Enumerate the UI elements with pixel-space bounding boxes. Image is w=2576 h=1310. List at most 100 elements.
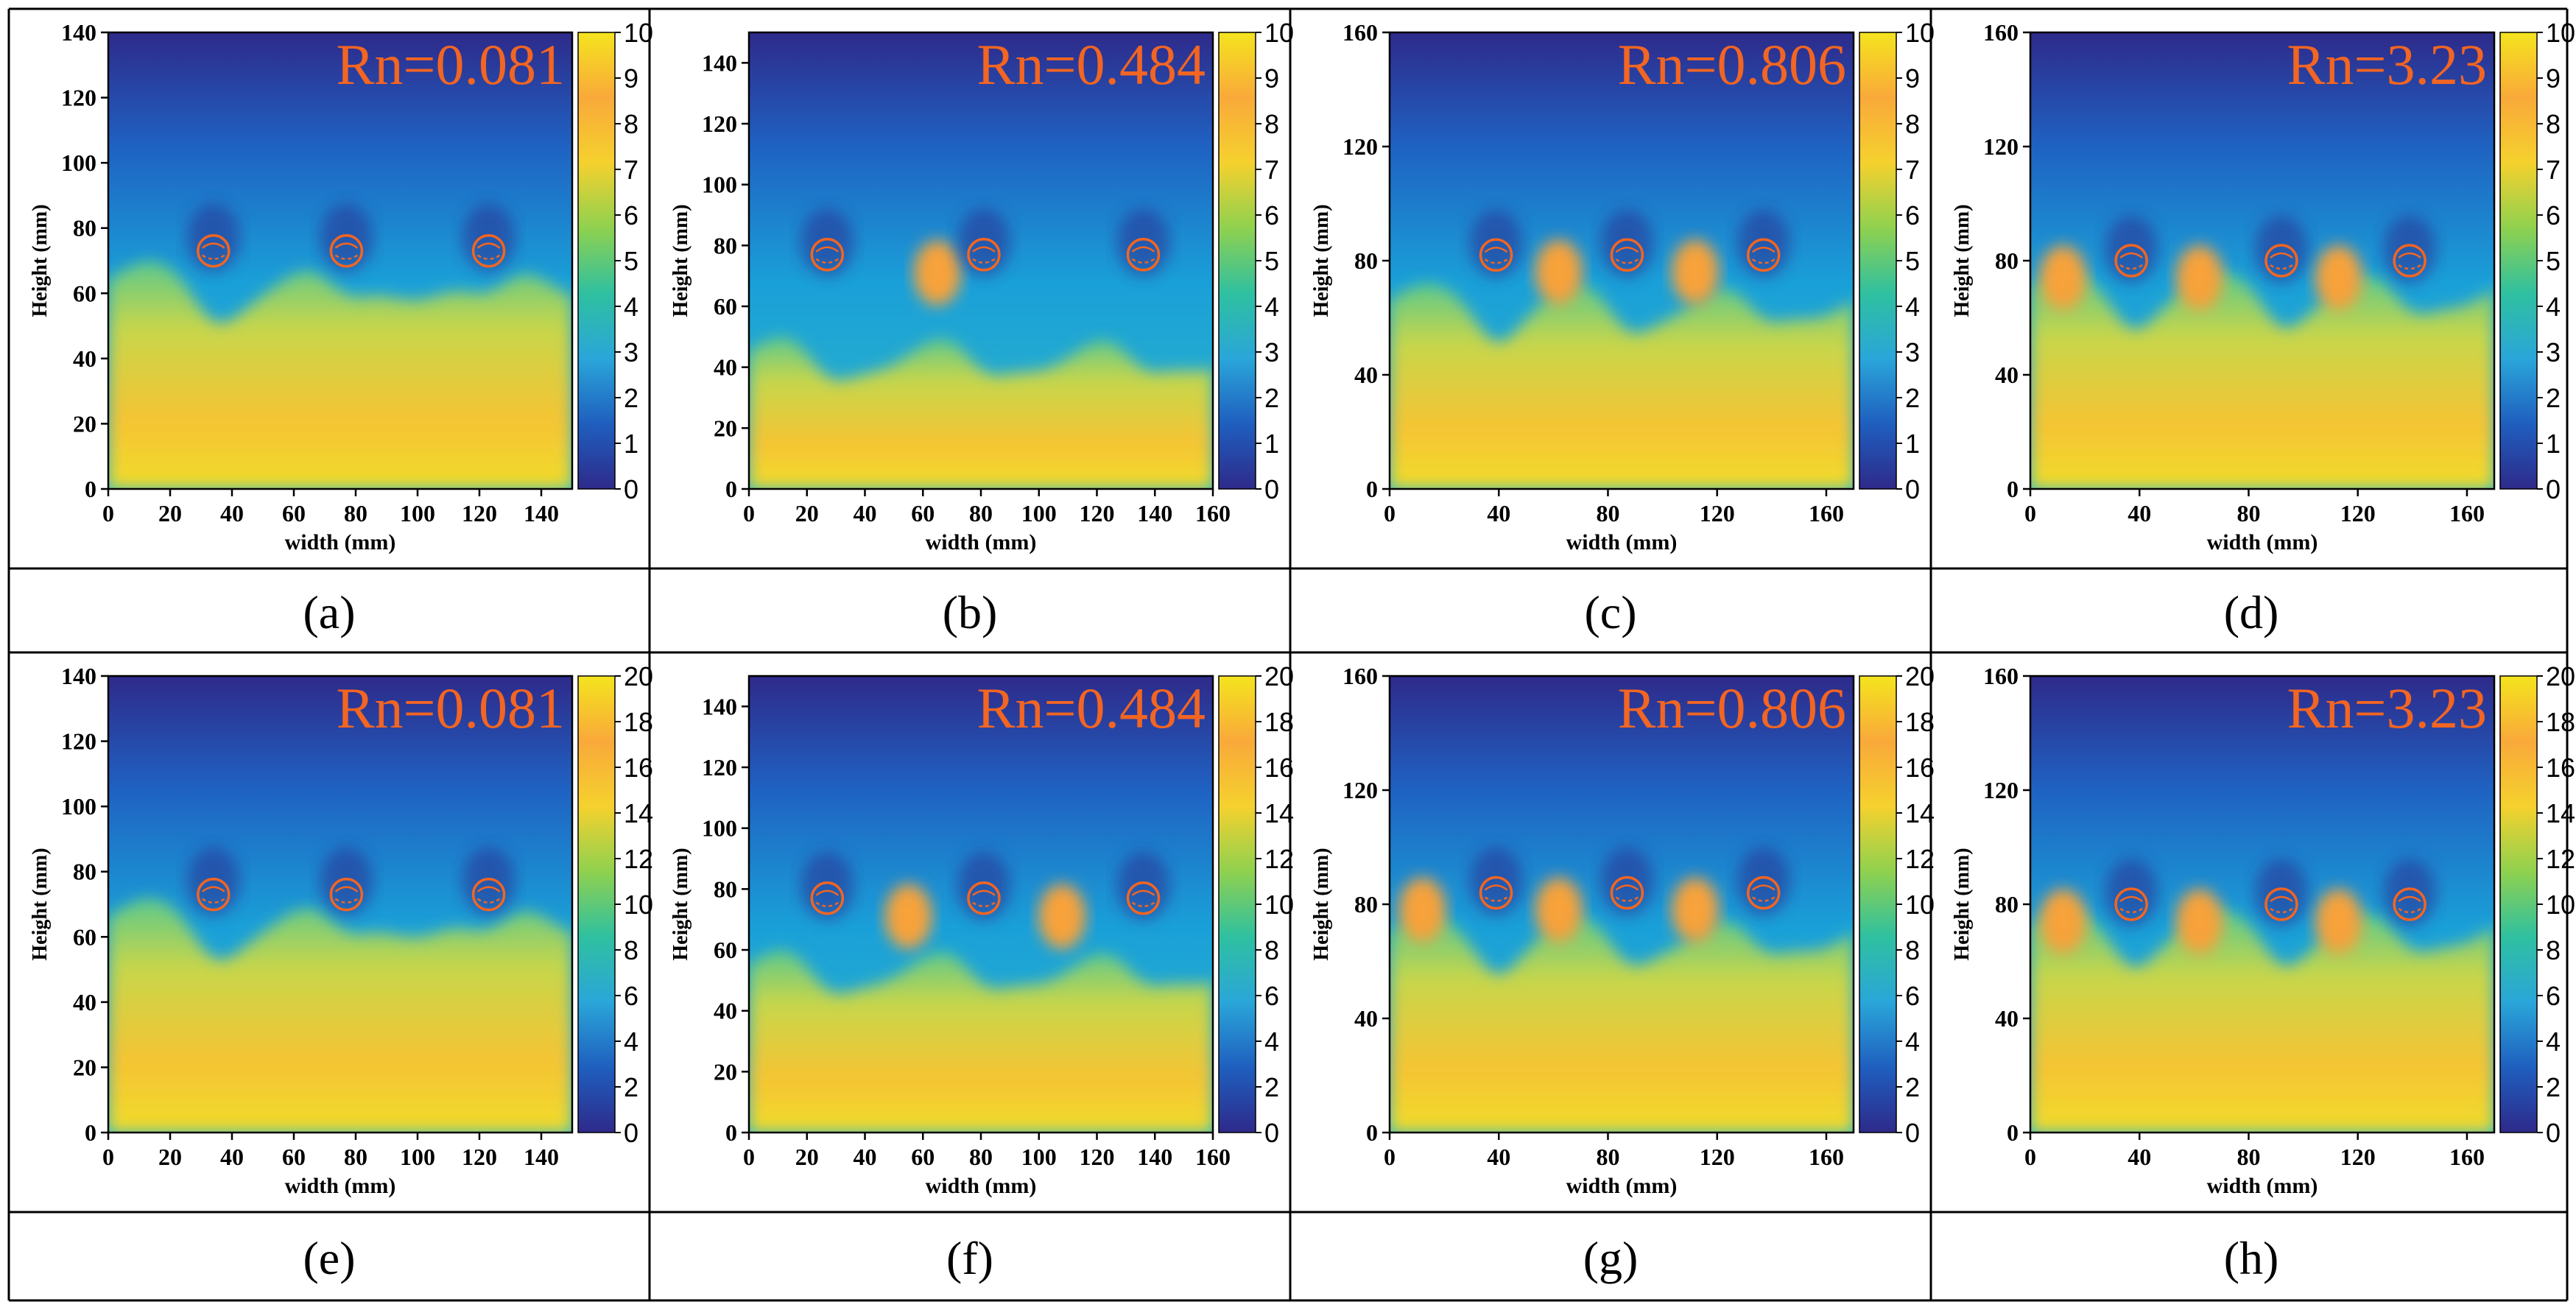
contour-field (1390, 676, 1854, 1133)
cold-spot (462, 848, 515, 915)
colorbar-tick-label: 12 (1905, 844, 1935, 874)
cylinder-marker (1746, 876, 1781, 910)
colorbar-tick-label: 12 (2546, 844, 2575, 874)
y-tick-label: 40 (1354, 362, 1378, 388)
hot-region (749, 337, 1213, 489)
x-axis-label: width (mm) (285, 1174, 396, 1198)
colorbar-tick-label: 0 (1264, 1118, 1279, 1148)
cold-spot (1736, 848, 1790, 915)
colorbar-tick-label: 16 (2546, 753, 2575, 783)
cold-spot (2383, 859, 2437, 927)
colorbar-tick-label: 4 (1264, 292, 1279, 322)
x-tick-label: 0 (102, 500, 114, 527)
cylinder-marker-arc (2270, 252, 2293, 259)
cylinder-marker-arc (1615, 896, 1639, 902)
x-tick-label: 0 (2024, 500, 2036, 527)
x-tick-label: 20 (795, 500, 819, 527)
cylinder-marker (2264, 244, 2298, 278)
x-tick-label: 40 (1487, 1144, 1510, 1170)
colorbar (1218, 675, 1256, 1133)
colorbar-tick-label: 2 (624, 1072, 638, 1102)
hot-spot (1535, 877, 1583, 943)
cold-spot (957, 208, 1010, 277)
y-tick-label: 140 (702, 693, 737, 719)
cylinder-marker (197, 233, 230, 268)
rn-annotation: Rn=0.081 (336, 676, 565, 740)
cylinder-marker-arc (972, 258, 996, 264)
hot-spot (1398, 877, 1446, 943)
colorbar-tick-label: 3 (1905, 337, 1920, 367)
contour-field (1390, 32, 1854, 489)
x-axis-label: width (mm) (1566, 1174, 1678, 1198)
colorbar-tick-label: 6 (1905, 981, 1920, 1011)
y-tick-label: 60 (714, 937, 737, 963)
colorbar-tick-label: 8 (2546, 109, 2561, 139)
cylinder-marker-arc (815, 258, 840, 264)
cylinder-marker-arc (2398, 907, 2421, 914)
colorbar-tick-label: 2 (1905, 1072, 1920, 1102)
cylinder-marker-arc (202, 242, 225, 249)
cylinder-marker-arc (2119, 895, 2143, 903)
x-tick-label: 140 (1137, 500, 1172, 527)
y-tick-label: 0 (85, 476, 96, 502)
colorbar-tick-label: 6 (1264, 200, 1279, 230)
y-tick-label: 160 (1342, 663, 1378, 689)
rn-annotation: Rn=0.484 (976, 676, 1206, 740)
cylinder-marker-arc (1615, 258, 1639, 264)
cylinder-marker-arc (1751, 884, 1776, 891)
y-tick-label: 120 (61, 728, 96, 755)
y-tick-label: 120 (1983, 133, 2019, 160)
cylinder-marker-arc (334, 898, 359, 904)
cylinder-marker (197, 877, 230, 912)
hot-spot (2039, 889, 2087, 954)
x-tick-label: 60 (911, 1144, 935, 1170)
rn-annotation: Rn=0.806 (1617, 32, 1846, 96)
colorbar-tick-label: 7 (2546, 155, 2561, 185)
y-tick-label: 40 (1995, 1005, 2019, 1032)
cylinder-marker (329, 233, 364, 268)
y-tick-label: 40 (73, 989, 96, 1015)
cylinder-marker-arc (972, 246, 996, 253)
y-tick-label: 60 (73, 923, 96, 950)
colorbar-tick-label: 12 (1264, 844, 1294, 874)
hot-spot (1672, 877, 1720, 943)
y-tick-label: 160 (1983, 19, 2019, 46)
cylinder-marker-arc (202, 898, 225, 904)
colorbar-tick-label: 1 (2546, 429, 2561, 459)
cylinder-marker-arc (1751, 247, 1776, 253)
cylinder-marker-arc (1131, 890, 1155, 896)
colorbar-tick-label: 6 (624, 200, 638, 230)
colorbar-tick-label: 16 (624, 753, 653, 783)
y-tick-label: 20 (73, 410, 96, 437)
cylinder-marker-arc (2270, 895, 2293, 903)
cylinder-marker-arc (815, 890, 840, 896)
x-tick-label: 100 (400, 1144, 435, 1170)
cold-spot (320, 848, 373, 915)
cylinder-marker (967, 881, 1001, 915)
colorbar-tick-label: 8 (624, 935, 638, 965)
colorbar-tick-label: 3 (1264, 337, 1279, 367)
cold-spot (2254, 215, 2308, 284)
y-tick-label: 100 (702, 815, 737, 842)
panel-b: 0 20 40 60 80 100 120 140 160020406080100120140w… (669, 18, 1294, 638)
y-tick-label: 0 (85, 1119, 96, 1146)
y-tick-label: 80 (73, 215, 96, 242)
y-tick-label: 120 (702, 754, 737, 781)
panel-caption: (b) (943, 586, 998, 638)
colorbar-tick-label: 0 (2546, 1118, 2561, 1148)
y-tick-label: 100 (702, 172, 737, 198)
cylinder-marker-arc (334, 242, 359, 249)
rn-annotation: Rn=3.23 (2287, 32, 2487, 96)
y-tick-label: 160 (1342, 19, 1378, 46)
hot-region (108, 261, 572, 489)
x-tick-label: 100 (400, 500, 435, 527)
colorbar-tick-label: 8 (1264, 109, 1279, 139)
cold-spot (2383, 215, 2437, 284)
x-axis-label: width (mm) (285, 530, 396, 554)
x-axis-label: width (mm) (2207, 530, 2318, 554)
colorbar-tick-label: 5 (624, 246, 638, 276)
